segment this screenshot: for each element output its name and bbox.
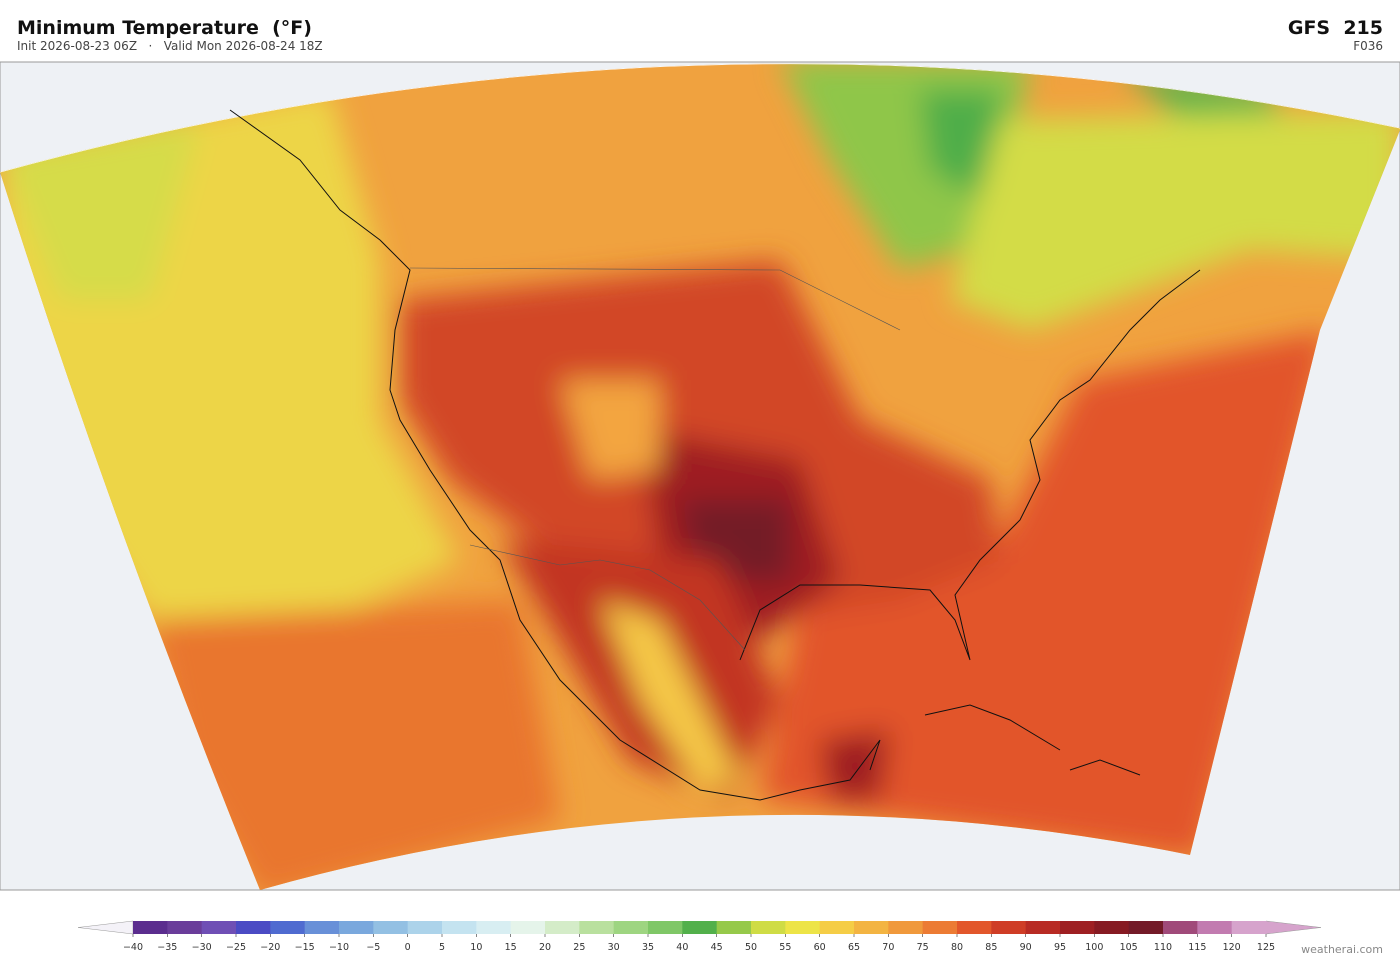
colorbar-bin xyxy=(991,921,1027,934)
colorbar-bin xyxy=(682,921,718,934)
colorbar-tick-label: 125 xyxy=(1257,942,1275,953)
coast-cuba xyxy=(924,704,1061,751)
colorbar-bin xyxy=(270,921,306,934)
colorbar-tick-label: 70 xyxy=(882,942,894,953)
colorbar-tick-label: 100 xyxy=(1085,942,1103,953)
model: GFS 215 xyxy=(1288,17,1383,39)
colorbar-tick-label: 15 xyxy=(505,942,517,953)
colorbar-tick-label: 55 xyxy=(779,942,791,953)
colorbar-tick-label: −5 xyxy=(366,942,380,953)
colorbar-tick-label: 5 xyxy=(439,942,445,953)
coast-pacific xyxy=(229,109,881,801)
colorbar-bin xyxy=(1094,921,1130,934)
colorbar-tick-label: −40 xyxy=(123,942,143,953)
colorbar-bin xyxy=(1128,921,1164,934)
colorbar-tick-label: 30 xyxy=(608,942,620,953)
colorbar-tick-label: 110 xyxy=(1154,942,1172,953)
field-northwest xyxy=(0,120,200,300)
coastlines xyxy=(229,109,1201,801)
colorbar-bin xyxy=(510,921,546,934)
colorbar-tick-label: 120 xyxy=(1223,942,1241,953)
colorbar-bin xyxy=(133,921,168,934)
colorbar-tick-label: 95 xyxy=(1054,942,1066,953)
credit: weatherai.com xyxy=(1301,943,1383,956)
colorbar-bin xyxy=(304,921,340,934)
border-us-mexico xyxy=(469,544,746,651)
colorbar-bin xyxy=(1163,921,1198,934)
colorbar-tick-label: 90 xyxy=(1020,942,1032,953)
colorbar-bin xyxy=(442,921,477,934)
colorbar-tick-label: 20 xyxy=(539,942,551,953)
colorbar-bin xyxy=(1231,921,1267,934)
colorbar-tick-label: 40 xyxy=(676,942,688,953)
colorbar-tick-label: 0 xyxy=(405,942,411,953)
colorbar-tick-label: 65 xyxy=(848,942,860,953)
colorbar-bin xyxy=(819,921,855,934)
borders xyxy=(409,267,901,651)
coast-hispaniola xyxy=(1069,759,1141,776)
colorbar-bin xyxy=(1025,921,1061,934)
colorbar-bin xyxy=(579,921,615,934)
colorbar-tick-label: 105 xyxy=(1120,942,1138,953)
colorbar-tick-label: 35 xyxy=(642,942,654,953)
title: Minimum Temperature (°F) xyxy=(17,17,312,39)
map xyxy=(0,61,1400,891)
colorbar-tick-label: −10 xyxy=(329,942,349,953)
colorbar-tick-label: 50 xyxy=(745,942,757,953)
colorbar-bin xyxy=(1060,921,1095,934)
colorbar-bin xyxy=(785,921,821,934)
colorbar-tick-label: 115 xyxy=(1188,942,1206,953)
colorbar-bin xyxy=(716,921,752,934)
border-us-canada xyxy=(409,267,901,331)
colorbar-bin xyxy=(236,921,271,934)
colorbar-bin xyxy=(922,921,958,934)
colorbar-bin xyxy=(648,921,683,934)
colorbar-tick-label: 25 xyxy=(573,942,585,953)
colorbar-tick-label: 85 xyxy=(985,942,997,953)
colorbar-bin xyxy=(373,921,409,934)
colorbar-tick-label: −30 xyxy=(192,942,212,953)
colorbar-tick-label: −35 xyxy=(157,942,177,953)
field-interior xyxy=(400,260,1000,620)
colorbar-bin xyxy=(888,921,924,934)
field-rockies xyxy=(560,380,660,480)
colorbar-tick-label: 60 xyxy=(814,942,826,953)
field-atlantic xyxy=(760,330,1330,860)
colorbar-tick-label: −15 xyxy=(295,942,315,953)
colorbar: −40 −35 −30 −25 −20 −15 −10 −5 0 5 10 15 20 25 30 35 40 4… xyxy=(77,920,1322,953)
colorbar-bin xyxy=(545,921,580,934)
colorbar-bin xyxy=(407,921,443,934)
colorbar-tick-label: −25 xyxy=(226,942,246,953)
field-hudson-cool xyxy=(920,90,1000,210)
field-mexico-highlands xyxy=(600,600,740,790)
subtitle: Init 2026-08-23 06Z · Valid Mon 2026-08-… xyxy=(17,39,323,53)
colorbar-bin xyxy=(957,921,992,934)
field-quebec xyxy=(950,110,1400,330)
forecast-hour: F036 xyxy=(1353,39,1383,53)
colorbar-bin xyxy=(201,921,237,934)
colorbar-tick-label: 80 xyxy=(951,942,963,953)
colorbar-bin xyxy=(167,921,203,934)
temperature-field xyxy=(0,63,1400,890)
colorbar-bin xyxy=(854,921,889,934)
colorbar-bin xyxy=(1197,921,1233,934)
colorbar-tick-label: −20 xyxy=(260,942,280,953)
colorbar-bin xyxy=(476,921,512,934)
colorbar-tick-label: 45 xyxy=(711,942,723,953)
domain-edge xyxy=(0,63,1400,173)
colorbar-bin xyxy=(751,921,786,934)
colorbar-tick-label: 10 xyxy=(470,942,482,953)
field-south-pacific xyxy=(150,600,560,890)
colorbar-tick-label: 75 xyxy=(917,942,929,953)
colorbar-bin xyxy=(339,921,374,934)
coast-gulf-atlantic xyxy=(739,269,1201,661)
colorbar-bin xyxy=(613,921,649,934)
